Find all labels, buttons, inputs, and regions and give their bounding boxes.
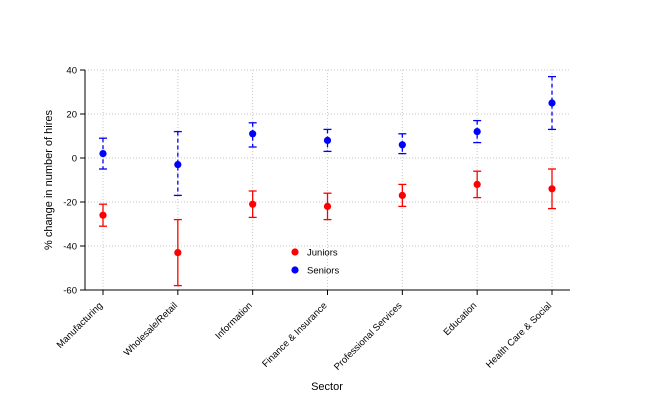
x-tick-label: Wholesale/Retail [122,300,180,358]
series-seniors [99,75,556,197]
juniors-marker [99,211,107,219]
y-tick-label: 40 [66,65,77,76]
x-axis-title: Sector [311,381,343,393]
seniors-marker [99,150,107,158]
x-tick-label: Education [442,300,480,338]
seniors-marker [473,128,481,136]
x-tick-label: Information [213,300,254,341]
seniors-marker [249,130,257,138]
legend-marker [291,266,299,274]
seniors-marker [548,99,556,107]
x-tick-label: Manufacturing [55,300,105,350]
x-tick-label: Finance & Insurance [260,300,329,369]
y-axis-title: % change in number of hires [43,109,55,250]
juniors-marker [398,191,406,199]
y-tick-label: 0 [72,153,77,164]
x-tick-label: Professional Services [332,300,405,373]
juniors-marker [249,200,257,208]
x-tick-label: Health Care & Social [484,300,554,370]
legend-label: Seniors [307,265,339,276]
seniors-marker [323,136,332,144]
series-layer [99,75,556,287]
legend-label: Juniors [307,247,338,258]
y-tick-label: 20 [66,109,77,120]
y-tick-label: -40 [63,241,77,252]
y-tick-label: -20 [63,197,77,208]
legend-item-juniors: Juniors [291,247,338,258]
legend-item-seniors: Seniors [291,265,339,276]
juniors-marker [323,202,332,210]
seniors-marker [398,141,406,149]
axes: -60 -40 -20 0 20 40 Manufacturing Wholesale/Ret… [55,65,570,373]
series-juniors [99,168,556,287]
legend: Juniors Seniors [291,247,339,276]
legend-marker [291,248,299,256]
y-tick-label: -60 [63,285,77,296]
juniors-marker [548,185,556,193]
seniors-marker [174,161,182,169]
juniors-marker [473,180,481,188]
juniors-marker [174,249,182,257]
